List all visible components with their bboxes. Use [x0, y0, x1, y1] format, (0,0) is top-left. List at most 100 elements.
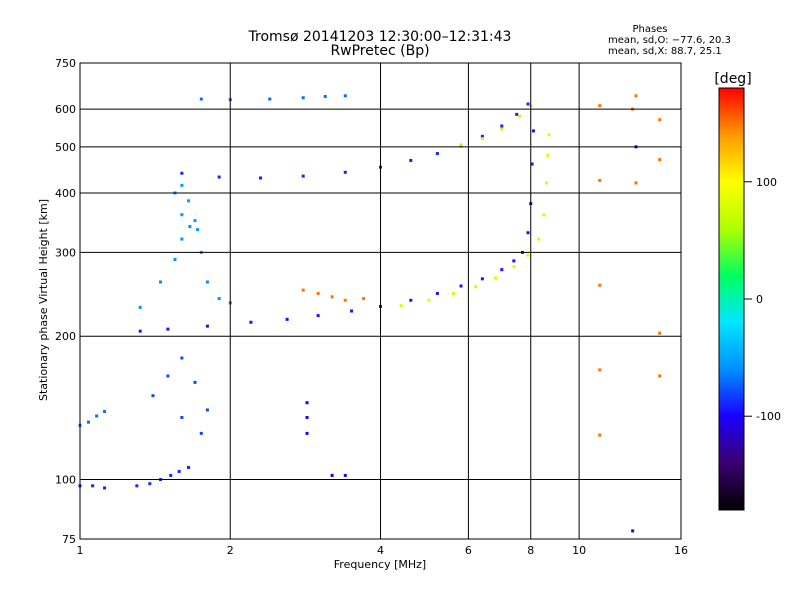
x-tick-label: 2: [227, 544, 234, 557]
data-point: [526, 231, 530, 235]
data-point: [166, 374, 170, 378]
data-point: [305, 431, 309, 435]
data-point: [459, 284, 463, 288]
data-point: [180, 415, 184, 419]
data-point: [301, 96, 305, 100]
data-point: [180, 213, 184, 217]
data-point: [187, 465, 191, 469]
data-point: [544, 181, 548, 185]
data-point: [305, 415, 309, 419]
y-tick-label: 750: [55, 57, 76, 70]
colorbar-label: [deg]: [714, 71, 751, 87]
phase-stats-o: mean, sd,O: −77.6, 20.3: [608, 35, 731, 46]
chart-subtitle: RwPretec (Bp): [330, 43, 429, 59]
data-point: [196, 228, 200, 232]
chart-title: Tromsø 20141203 12:30:00–12:31:43: [248, 29, 512, 45]
data-point: [173, 257, 177, 261]
data-point: [135, 484, 139, 488]
colorbar-ticks: 100 0 -100: [744, 176, 781, 423]
data-point: [159, 280, 163, 284]
phase-stats-x: mean, sd,X: 88.7, 25.1: [608, 46, 722, 57]
data-point: [473, 285, 477, 289]
data-point: [193, 380, 197, 384]
data-point: [217, 297, 221, 301]
data-point: [138, 329, 142, 333]
data-point: [537, 237, 541, 241]
data-point: [658, 118, 662, 122]
data-point: [87, 420, 91, 424]
data-point: [631, 529, 635, 533]
data-point: [180, 183, 184, 187]
data-point: [180, 356, 184, 360]
colorbar-tick-label: 0: [756, 293, 763, 306]
data-point: [205, 280, 209, 284]
x-tick-label: 4: [377, 544, 384, 557]
data-point: [316, 291, 320, 295]
data-point: [658, 331, 662, 335]
data-point: [598, 178, 602, 182]
data-point: [259, 176, 263, 180]
data-point: [343, 94, 347, 98]
grid-layer: [80, 63, 681, 539]
ticks-layer: 1 2 4 6 8 10 16 75 100 200 300 400 500 600 750: [55, 57, 688, 557]
data-point: [350, 309, 354, 313]
data-point: [205, 324, 209, 328]
data-point: [547, 133, 551, 137]
data-point: [343, 170, 347, 174]
data-point: [343, 473, 347, 477]
data-point: [305, 401, 309, 405]
data-point: [330, 295, 334, 299]
data-point: [530, 162, 534, 166]
y-tick-label: 600: [55, 103, 76, 116]
data-point: [103, 409, 107, 413]
data-point: [427, 298, 431, 302]
data-point: [531, 129, 535, 133]
data-point: [316, 314, 320, 318]
data-point: [451, 291, 455, 295]
y-tick-label: 75: [62, 533, 76, 546]
data-point: [512, 259, 516, 263]
y-axis-label: Stationary phase Virtual Height [km]: [37, 199, 50, 401]
data-point: [500, 124, 504, 128]
data-point: [634, 181, 638, 185]
data-point: [187, 199, 191, 203]
x-tick-label: 16: [674, 544, 688, 557]
data-point: [169, 473, 173, 477]
data-point: [459, 143, 463, 147]
data-point: [598, 283, 602, 287]
data-point: [435, 152, 439, 156]
data-point: [399, 304, 403, 308]
data-point: [180, 171, 184, 175]
phase-stats-title: Phases: [632, 24, 667, 35]
colorbar: [718, 87, 745, 511]
data-point: [249, 320, 253, 324]
data-point: [217, 175, 221, 179]
data-point: [91, 484, 95, 488]
data-point: [542, 213, 546, 217]
data-point: [518, 114, 522, 118]
data-point: [480, 137, 484, 141]
data-point: [546, 153, 550, 157]
plot-frame: [79, 62, 682, 540]
data-point: [323, 94, 327, 98]
data-point: [526, 102, 530, 106]
colorbar-tick-label: -100: [756, 410, 781, 423]
data-point: [151, 394, 155, 398]
y-tick-label: 200: [55, 330, 76, 343]
data-point: [193, 219, 197, 223]
data-point: [148, 482, 152, 486]
data-point: [658, 158, 662, 162]
data-point: [301, 174, 305, 178]
data-point: [598, 433, 602, 437]
data-point: [177, 469, 181, 473]
data-point: [138, 305, 142, 309]
colorbar-tick-label: 100: [756, 176, 777, 189]
data-point: [480, 134, 484, 138]
y-tick-label: 300: [55, 246, 76, 259]
data-point: [199, 431, 203, 435]
scatter-layer: [78, 94, 662, 533]
data-point: [598, 104, 602, 108]
y-tick-label: 500: [55, 141, 76, 154]
x-tick-label: 10: [572, 544, 586, 557]
